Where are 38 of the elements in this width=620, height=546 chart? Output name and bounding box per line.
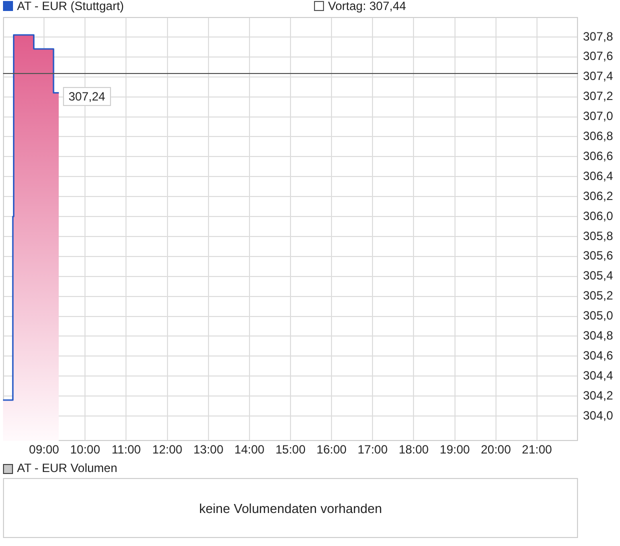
y-tick-label: 305,4 — [583, 268, 614, 283]
y-tick-label: 306,4 — [583, 168, 614, 183]
x-tick-label: 11:00 — [112, 442, 142, 457]
y-tick-label: 304,0 — [583, 408, 614, 422]
y-tick-label: 307,2 — [583, 89, 614, 104]
x-tick-label: 17:00 — [358, 442, 388, 457]
annotation: 307,24 — [68, 89, 106, 104]
legend-label: Vortag: 307,44 — [328, 0, 406, 13]
x-tick-label: 13:00 — [193, 442, 224, 457]
y-tick-label: 306,0 — [583, 208, 614, 223]
x-tick-label: 09:00 — [29, 442, 60, 457]
y-tick-label: 304,6 — [583, 348, 614, 363]
x-tick-label: 18:00 — [398, 442, 430, 457]
y-tick-label: 305,2 — [583, 288, 614, 303]
y-tick-label: 305,8 — [583, 228, 614, 243]
x-tick-label: 10:00 — [70, 442, 100, 457]
y-tick-label: 305,0 — [583, 308, 614, 323]
y-tick-label: 307,6 — [583, 49, 614, 64]
x-tick-label: 14:00 — [234, 442, 265, 457]
y-tick-label: 304,2 — [583, 388, 614, 402]
x-tick-label: 20:00 — [480, 442, 512, 457]
text: AT - EUR Volumen — [17, 461, 118, 475]
x-tick-label: 21:00 — [522, 442, 552, 457]
y-tick-label: 305,6 — [583, 248, 614, 263]
y-tick-label: 306,2 — [583, 188, 614, 203]
y-tick-label: 304,4 — [583, 368, 614, 382]
x-tick-label: 12:00 — [152, 442, 183, 457]
y-tick-label: 304,8 — [583, 328, 614, 343]
x-tick-label: 19:00 — [440, 442, 470, 457]
y-tick-label: 307,0 — [583, 109, 614, 124]
x-tick-label: 16:00 — [316, 442, 347, 457]
y-tick-label: 306,8 — [583, 129, 614, 144]
legend-label: AT - EUR (Stuttgart) — [17, 0, 124, 13]
x-tick-label: 15:00 — [275, 442, 306, 457]
y-tick-label: 307,4 — [583, 69, 614, 84]
y-tick-label: 307,8 — [583, 29, 614, 44]
y-tick-label: 306,6 — [583, 148, 614, 163]
text: keine Volumendaten vorhanden — [199, 500, 382, 516]
